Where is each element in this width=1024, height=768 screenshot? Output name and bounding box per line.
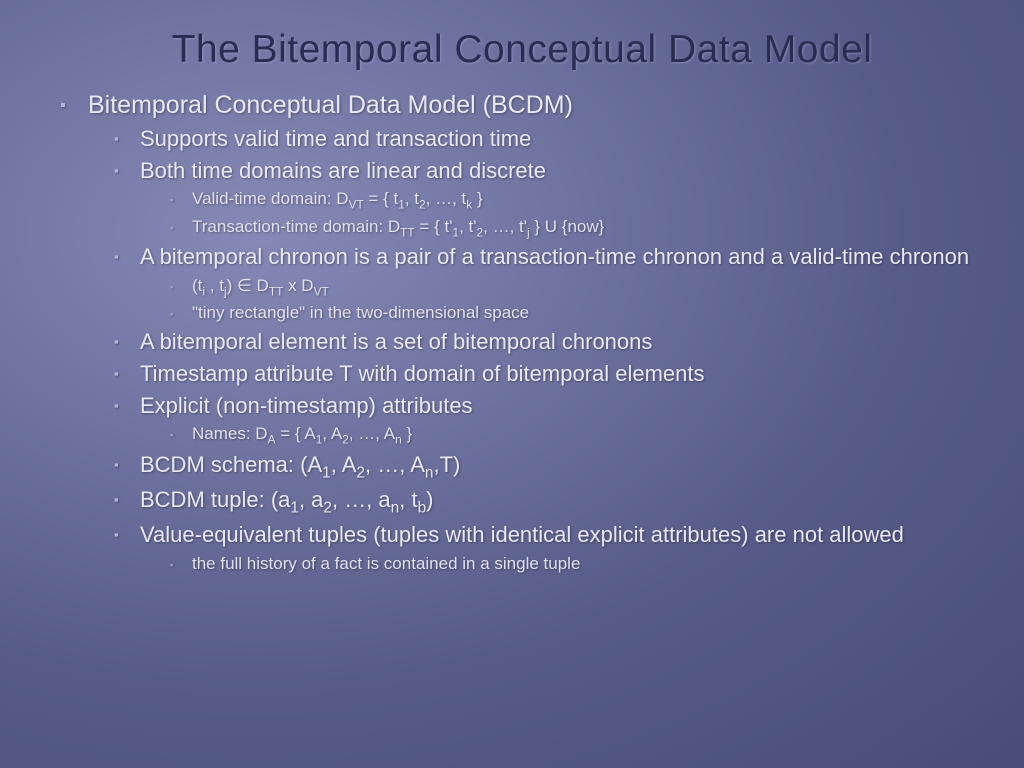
slide-title: The Bitemporal Conceptual Data Model <box>60 28 984 72</box>
bullet-text: BCDM tuple: (a1, a2, …, an, tb) <box>140 487 433 512</box>
bullet-text: A bitemporal chronon is a pair of a tran… <box>140 244 969 269</box>
bullet-list-lvl3: the full history of a fact is contained … <box>170 553 984 576</box>
bullet-text: Explicit (non-timestamp) attributes <box>140 393 473 418</box>
bullet-text: Supports valid time and transaction time <box>140 126 531 151</box>
bullet-text: A bitemporal element is a set of bitempo… <box>140 329 652 354</box>
slide-content: The Bitemporal Conceptual Data Model Bit… <box>0 0 1024 600</box>
bullet-item: Both time domains are linear and discret… <box>114 157 984 241</box>
bullet-item: (ti , tj) ∈ DTT x DVT <box>170 275 984 299</box>
bullet-text: Valid-time domain: DVT = { t1, t2, …, tk… <box>192 189 483 208</box>
bullet-item: Valid-time domain: DVT = { t1, t2, …, tk… <box>170 188 984 212</box>
bullet-text: BCDM schema: (A1, A2, …, An,T) <box>140 452 460 477</box>
bullet-item: BCDM tuple: (a1, a2, …, an, tb) <box>114 486 984 518</box>
bullet-text: Bitemporal Conceptual Data Model (BCDM) <box>88 91 573 119</box>
bullet-item: BCDM schema: (A1, A2, …, An,T) <box>114 451 984 483</box>
bullet-item: Timestamp attribute T with domain of bit… <box>114 360 984 389</box>
bullet-list-lvl3: Valid-time domain: DVT = { t1, t2, …, tk… <box>170 188 984 240</box>
bullet-item: Transaction-time domain: DTT = { t'1, t'… <box>170 216 984 240</box>
outline-list: Bitemporal Conceptual Data Model (BCDM) S… <box>60 90 984 576</box>
bullet-item: A bitemporal chronon is a pair of a tran… <box>114 243 984 325</box>
bullet-item: Bitemporal Conceptual Data Model (BCDM) S… <box>60 90 984 576</box>
bullet-text: Timestamp attribute T with domain of bit… <box>140 361 705 386</box>
bullet-text: Transaction-time domain: DTT = { t'1, t'… <box>192 217 604 236</box>
bullet-item: Names: DA = { A1, A2, …, An } <box>170 423 984 447</box>
bullet-list-lvl3: (ti , tj) ∈ DTT x DVT "tiny rectangle" in… <box>170 275 984 325</box>
bullet-item: the full history of a fact is contained … <box>170 553 984 576</box>
bullet-item: Supports valid time and transaction time <box>114 125 984 154</box>
bullet-item: "tiny rectangle" in the two-dimensional … <box>170 302 984 325</box>
bullet-item: Explicit (non-timestamp) attributes Names… <box>114 392 984 448</box>
bullet-text: Both time domains are linear and discret… <box>140 158 546 183</box>
bullet-text: Names: DA = { A1, A2, …, An } <box>192 424 412 443</box>
bullet-item: A bitemporal element is a set of bitempo… <box>114 328 984 357</box>
bullet-list-lvl3: Names: DA = { A1, A2, …, An } <box>170 423 984 447</box>
bullet-item: Value-equivalent tuples (tuples with ide… <box>114 521 984 576</box>
bullet-text: Value-equivalent tuples (tuples with ide… <box>140 522 904 547</box>
bullet-text: the full history of a fact is contained … <box>192 554 580 573</box>
bullet-text: (ti , tj) ∈ DTT x DVT <box>192 276 329 295</box>
bullet-list-lvl2: Supports valid time and transaction time… <box>114 125 984 576</box>
bullet-text: "tiny rectangle" in the two-dimensional … <box>192 303 529 322</box>
